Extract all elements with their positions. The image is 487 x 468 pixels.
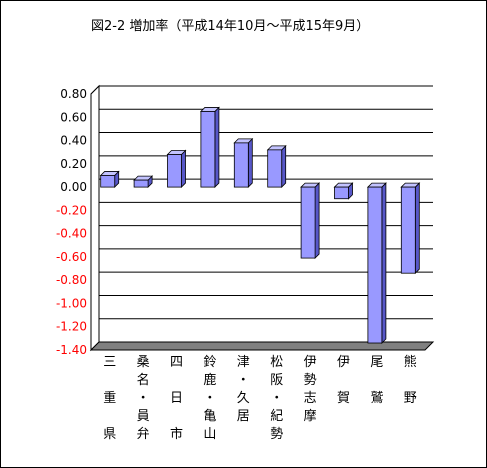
category-label: 熊野 xyxy=(404,354,417,406)
category-label-char: 名 xyxy=(137,372,150,388)
y-tick-label: 0.80 xyxy=(60,87,87,101)
bar xyxy=(300,182,321,260)
category-label: 桑名・員弁 xyxy=(137,355,150,442)
category-label-char: 鷲 xyxy=(370,391,383,406)
category-label: 松阪・紀勢 xyxy=(270,355,283,442)
floor xyxy=(89,341,435,351)
bar-side xyxy=(281,144,287,189)
category-label: 津・久居 xyxy=(237,355,250,424)
y-tick-label: -0.80 xyxy=(56,273,87,287)
category-label-char: 三 xyxy=(103,355,116,370)
category-label-char: ・ xyxy=(137,391,150,406)
category-label-char: 野 xyxy=(404,391,417,406)
bar-front xyxy=(300,186,316,259)
y-tick-label: 0.60 xyxy=(60,110,87,124)
y-tick-label: -1.00 xyxy=(56,296,87,310)
category-label-char: 亀 xyxy=(203,409,216,424)
category-label-char: ・ xyxy=(270,391,283,406)
bar-front xyxy=(367,186,383,344)
bar xyxy=(133,175,154,189)
y-tick-label: -0.40 xyxy=(56,227,87,241)
category-label-char: 重 xyxy=(103,390,116,406)
bar-side xyxy=(381,182,387,344)
y-tick-label: 0.00 xyxy=(60,180,87,194)
category-label-char: 弁 xyxy=(137,427,150,442)
y-tick-label: -0.60 xyxy=(56,250,87,264)
category-label-char: 山 xyxy=(203,427,216,442)
category-label-char: 志 xyxy=(304,391,317,406)
bar-front xyxy=(233,142,249,188)
category-label-char: 松 xyxy=(270,355,283,370)
y-tick-label: -0.20 xyxy=(56,203,87,217)
axes xyxy=(89,84,435,352)
bar-front xyxy=(133,179,149,188)
category-label-char: 鈴 xyxy=(203,355,216,370)
y-tick-label: -1.40 xyxy=(56,343,87,357)
chart-title: 図2-2 増加率（平成14年10月～平成15年9月） xyxy=(91,18,369,34)
category-label-char: 摩 xyxy=(304,408,317,424)
category-label-char: ・ xyxy=(237,373,250,388)
category-label-char: 居 xyxy=(237,409,250,424)
category-label-char: 桑 xyxy=(137,355,150,370)
bar-front xyxy=(167,154,182,188)
bar xyxy=(233,137,254,189)
category-label: 鈴鹿・亀山 xyxy=(203,355,216,442)
y-tick-label: 0.40 xyxy=(60,134,87,148)
bar-front xyxy=(100,175,116,188)
category-label-char: 熊 xyxy=(404,354,417,370)
category-label: 尾鷲 xyxy=(370,355,383,406)
category-label-char: 四 xyxy=(170,355,183,370)
category-label: 三重県 xyxy=(103,355,116,442)
y-tick-label: 0.20 xyxy=(60,157,87,171)
category-label-char: 賀 xyxy=(337,391,350,406)
category-label: 伊賀 xyxy=(337,355,350,406)
bar-front xyxy=(200,111,216,188)
bar xyxy=(333,182,354,200)
bar-front xyxy=(400,186,416,274)
category-label-char: ・ xyxy=(203,391,216,406)
category-label-char: 阪 xyxy=(270,373,283,388)
bar xyxy=(266,144,287,189)
bar-side xyxy=(247,137,253,189)
category-label-char: 津 xyxy=(237,355,250,370)
category-label-char: 日 xyxy=(170,391,183,406)
bar-front xyxy=(267,149,283,188)
left-wall xyxy=(90,84,100,352)
bar xyxy=(400,182,421,275)
category-label-char: 伊 xyxy=(304,355,317,370)
category-label-char: 伊 xyxy=(337,355,350,370)
category-label: 四日市 xyxy=(170,355,183,442)
bar-side xyxy=(214,106,220,189)
category-label-char: 尾 xyxy=(370,355,383,370)
bar-front xyxy=(334,186,349,200)
bars xyxy=(99,106,421,344)
category-label-char: 勢 xyxy=(270,427,283,442)
bar-side xyxy=(314,182,320,260)
category-label-char: 久 xyxy=(237,391,250,406)
category-label-char: 紀 xyxy=(270,409,283,424)
category-label-char: 勢 xyxy=(304,373,317,388)
bar xyxy=(199,106,220,189)
category-label-char: 市 xyxy=(170,426,183,442)
category-label-char: 鹿 xyxy=(203,372,216,388)
bar xyxy=(166,149,187,189)
category-label-char: 県 xyxy=(103,427,116,442)
y-tick-labels: 0.80 0.60 0.40 0.20 0.00 -0.20 -0.40 -0.60 -0.80… xyxy=(56,87,87,357)
category-label-char: 員 xyxy=(137,409,150,424)
bar xyxy=(99,170,120,189)
bar-side xyxy=(414,182,420,275)
bar-side xyxy=(181,149,186,189)
y-tick-label: -1.20 xyxy=(56,320,87,334)
bar xyxy=(366,182,387,344)
